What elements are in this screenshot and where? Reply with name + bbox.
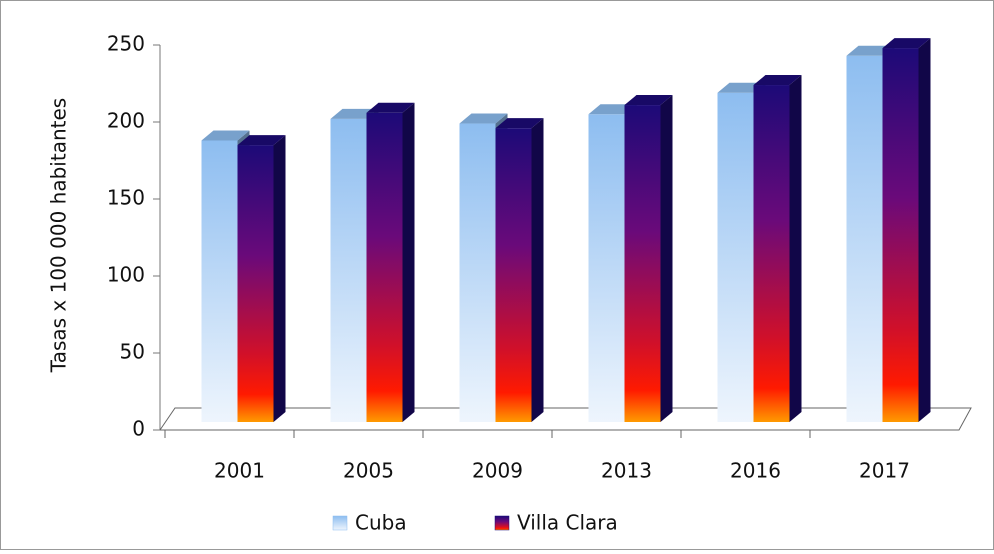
bar-top bbox=[366, 102, 415, 113]
bar bbox=[588, 114, 625, 423]
bar-top bbox=[237, 135, 286, 146]
bar bbox=[846, 55, 883, 422]
bar-top bbox=[753, 75, 802, 86]
bar-side bbox=[531, 118, 544, 422]
bar bbox=[459, 123, 496, 422]
x-tick-label: 2005 bbox=[343, 459, 394, 483]
x-tick-label: 2009 bbox=[472, 459, 523, 483]
bar bbox=[717, 92, 754, 423]
bar bbox=[201, 140, 238, 423]
bar bbox=[237, 145, 274, 422]
y-axis-label: Tasas x 100 000 habitantes bbox=[47, 98, 71, 373]
legend-label: Cuba bbox=[355, 511, 407, 535]
legend-swatch bbox=[494, 515, 510, 531]
bar-top bbox=[459, 113, 508, 124]
bar bbox=[882, 48, 919, 423]
legend-swatch bbox=[332, 515, 348, 531]
bar bbox=[330, 118, 367, 423]
bar-side bbox=[789, 75, 802, 422]
legend-label: Villa Clara bbox=[517, 511, 618, 535]
bar bbox=[624, 105, 661, 422]
y-tick-label: 150 bbox=[107, 186, 145, 210]
y-tick-label: 0 bbox=[132, 417, 145, 441]
y-tick-label: 200 bbox=[107, 109, 145, 133]
bar bbox=[753, 85, 790, 422]
bar-top bbox=[882, 38, 931, 49]
bar-side bbox=[273, 135, 286, 422]
x-tick-label: 2001 bbox=[214, 459, 265, 483]
bar bbox=[366, 112, 403, 422]
bar-side bbox=[660, 95, 673, 422]
bar bbox=[495, 128, 532, 422]
bar-top bbox=[201, 130, 250, 141]
y-tick-label: 100 bbox=[107, 263, 145, 287]
x-tick-label: 2013 bbox=[601, 459, 652, 483]
bar-side bbox=[402, 102, 415, 422]
bar-side bbox=[918, 38, 931, 422]
x-tick-label: 2017 bbox=[859, 459, 910, 483]
x-tick-label: 2016 bbox=[730, 459, 781, 483]
y-tick-label: 250 bbox=[107, 32, 145, 56]
y-tick-label: 50 bbox=[120, 340, 145, 364]
bar-top bbox=[495, 118, 544, 129]
bar-top bbox=[624, 95, 673, 106]
